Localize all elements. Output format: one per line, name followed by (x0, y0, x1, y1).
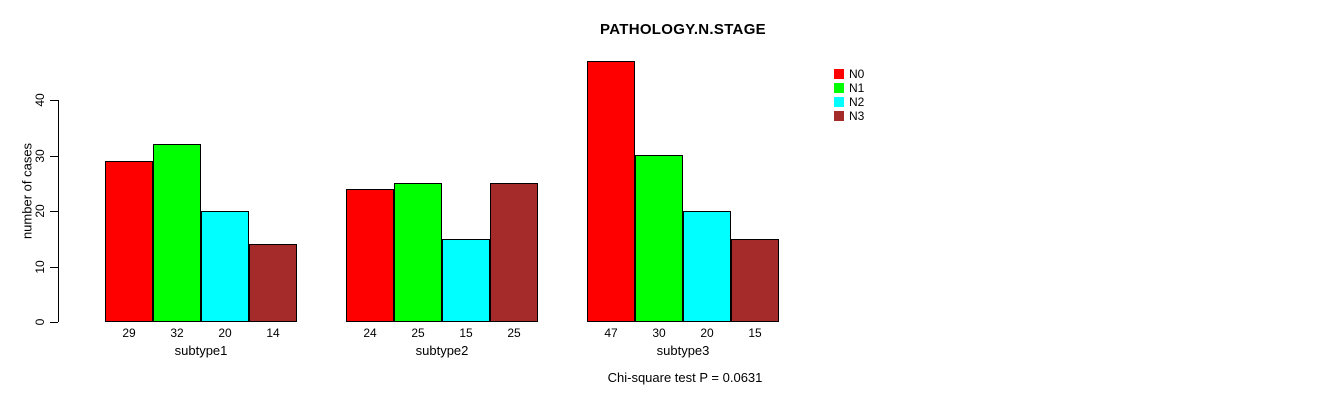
bar-N1-subtype2 (394, 183, 442, 322)
bar-N0-subtype1 (105, 161, 153, 322)
bar-value-label: 32 (170, 326, 184, 340)
category-label-subtype3: subtype3 (656, 343, 710, 358)
y-tick-mark (50, 155, 58, 157)
category-label-subtype2: subtype2 (415, 343, 469, 358)
bar-value-label: 20 (700, 326, 714, 340)
bar-N1-subtype3 (635, 155, 683, 322)
legend-label-N2: N2 (849, 95, 865, 109)
legend-label-N1: N1 (849, 81, 865, 95)
y-tick-label: 30 (33, 148, 47, 163)
bar-value-label: 29 (122, 326, 136, 340)
legend-item-N0: N0 (834, 67, 864, 81)
bar-N3-subtype3 (731, 239, 779, 322)
bar-N0-subtype3 (587, 61, 635, 322)
bar-value-label: 15 (748, 326, 762, 340)
legend-item-N2: N2 (834, 95, 864, 109)
legend-item-N1: N1 (834, 81, 864, 95)
category-label-subtype1: subtype1 (174, 343, 228, 358)
bar-value-label: 25 (411, 326, 425, 340)
legend-label-N3: N3 (849, 109, 865, 123)
legend: N0 N1 N2 N3 (834, 67, 864, 123)
bar-value-label: 20 (218, 326, 232, 340)
bar-N3-subtype2 (490, 183, 538, 322)
y-axis-line (58, 100, 59, 322)
y-tick-mark (50, 211, 58, 212)
legend-item-N3: N3 (834, 109, 864, 123)
y-tick-mark (50, 100, 58, 101)
bar-value-label: 47 (604, 326, 618, 340)
bar-N2-subtype3 (683, 211, 731, 322)
y-tick-mark (50, 266, 58, 268)
bar-N2-subtype2 (442, 239, 490, 322)
chi-square-note: Chi-square test P = 0.0631 (607, 370, 763, 385)
legend-swatch-N1 (834, 83, 844, 93)
bar-N2-subtype1 (201, 211, 249, 322)
bar-N1-subtype1 (153, 144, 201, 322)
bar-value-label: 24 (363, 326, 377, 340)
y-tick-label: 0 (33, 318, 47, 326)
legend-label-N0: N0 (849, 67, 865, 81)
y-tick-label: 20 (33, 204, 47, 218)
y-tick-mark (50, 322, 58, 323)
bar-value-label: 25 (507, 326, 521, 340)
bar-N0-subtype2 (346, 189, 394, 322)
y-tick-label: 10 (33, 259, 47, 274)
legend-swatch-N0 (834, 69, 844, 79)
y-tick-label: 40 (33, 93, 47, 107)
bar-value-label: 14 (266, 326, 280, 340)
legend-swatch-N3 (834, 111, 844, 121)
bar-value-label: 30 (652, 326, 666, 340)
bar-value-label: 15 (459, 326, 473, 340)
chart-title: PATHOLOGY.N.STAGE (600, 21, 766, 38)
legend-swatch-N2 (834, 97, 844, 107)
bar-N3-subtype1 (249, 244, 297, 322)
